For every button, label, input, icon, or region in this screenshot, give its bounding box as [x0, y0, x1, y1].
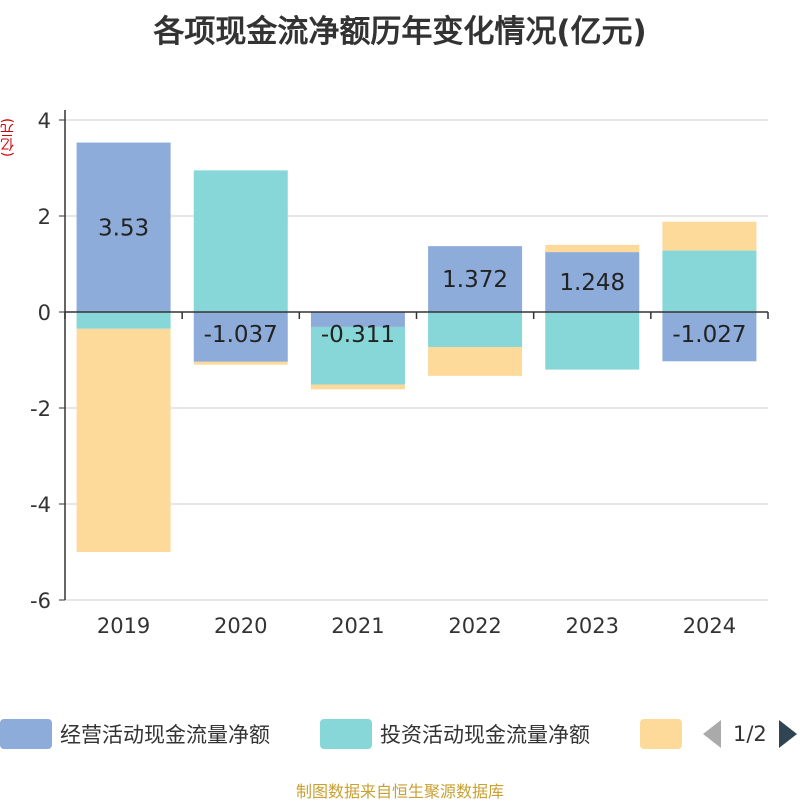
y-tick-label: 2 [38, 205, 51, 229]
chart-title: 各项现金流净额历年变化情况(亿元) [153, 14, 647, 50]
y-tick-label: -4 [30, 493, 51, 517]
data-label: -1.027 [672, 322, 746, 348]
data-label: -0.311 [321, 322, 395, 348]
x-tick-label: 2022 [448, 614, 501, 638]
legend-item-third[interactable] [640, 712, 682, 756]
legend-label-operating: 经营活动现金流量净额 [60, 723, 270, 747]
data-label: 3.53 [98, 215, 149, 241]
bar-third-2020 [193, 361, 288, 365]
x-tick-label: 2021 [331, 614, 384, 638]
data-label: -1.037 [204, 322, 278, 348]
bar-third-2021 [310, 384, 405, 390]
data-label: 1.248 [559, 270, 625, 296]
legend-swatch-third [640, 719, 682, 749]
bar-investing-2022 [428, 312, 523, 348]
legend: 经营活动现金流量净额 投资活动现金流量净额 1/2 [0, 712, 800, 756]
bar-investing-2023 [545, 312, 640, 370]
bar-operating-2023 [545, 252, 640, 312]
bar-third-2022 [428, 347, 523, 376]
bar-third-2019 [76, 328, 171, 552]
bar-investing-2019 [76, 312, 171, 329]
data-label: 1.372 [442, 267, 508, 293]
y-tick-label: 4 [38, 109, 51, 133]
bar-operating-2019 [76, 142, 171, 312]
bar-operating-2024 [662, 312, 757, 362]
legend-pager: 1/2 [703, 712, 797, 756]
bar-operating-2020 [193, 312, 288, 362]
x-tick-label: 2020 [214, 614, 267, 638]
source-note: 制图数据来自恒生聚源数据库 [295, 782, 504, 801]
y-tick-label: 0 [38, 301, 51, 325]
legend-swatch-investing [320, 719, 372, 749]
y-tick-label: -2 [30, 397, 51, 421]
bar-operating-2021 [310, 312, 405, 327]
bar-investing-2021 [310, 326, 405, 385]
legend-prev-page-icon[interactable] [703, 720, 721, 748]
legend-item-operating[interactable]: 经营活动现金流量净额 [0, 712, 270, 756]
legend-item-investing[interactable]: 投资活动现金流量净额 [320, 712, 590, 756]
legend-page-indicator: 1/2 [733, 722, 767, 746]
y-tick-label: -6 [30, 589, 51, 613]
bar-third-2024 [662, 221, 757, 251]
x-tick-label: 2023 [566, 614, 619, 638]
legend-label-investing: 投资活动现金流量净额 [380, 723, 590, 747]
bar-investing-2020 [193, 170, 288, 312]
bar-investing-2024 [662, 250, 757, 312]
x-tick-label: 2019 [97, 614, 150, 638]
legend-next-page-icon[interactable] [778, 720, 797, 748]
bar-third-2023 [545, 244, 640, 253]
legend-swatch-operating [0, 719, 52, 749]
chart-plot: 4 2 0 -2 -4 -6 2019 2020 2021 2022 2023 2024 3.53 -1.… [30, 109, 769, 638]
bar-operating-2022 [428, 246, 523, 312]
x-tick-label: 2024 [683, 614, 736, 638]
